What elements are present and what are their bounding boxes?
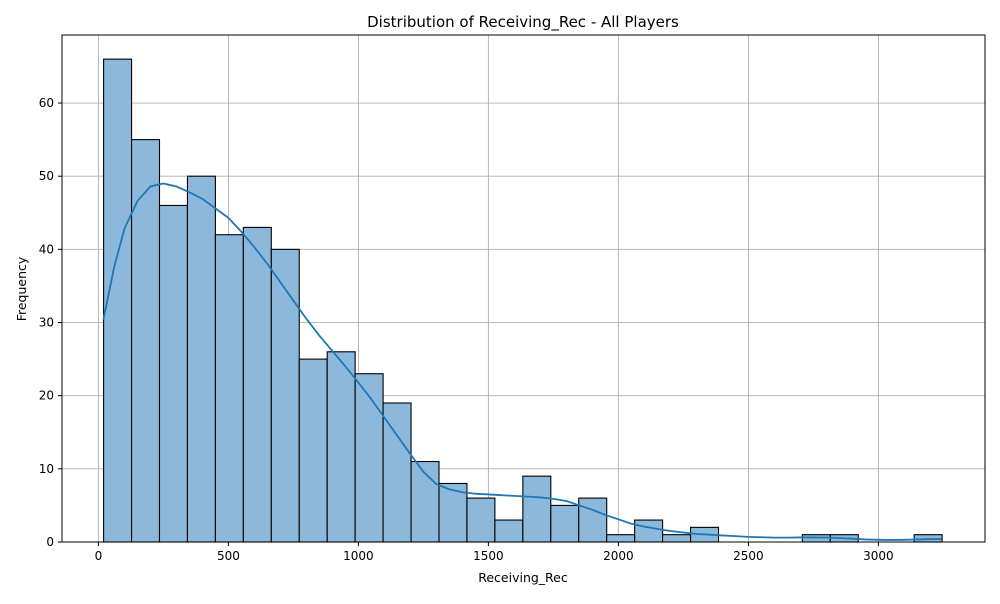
tick-labels: 0 500 1000 1500 2000 2500 3000 0 10 20 30 40 50 60 [39,96,894,563]
kde-curve [102,182,942,541]
histogram-bar [326,351,356,543]
x-tick-label: 2500 [733,549,764,563]
histogram-bar [242,226,272,543]
y-tick-label: 30 [39,316,54,330]
x-tick-label: 0 [95,549,103,563]
y-tick-label: 10 [39,462,54,476]
x-tick-label: 2000 [603,549,634,563]
histogram-bars [103,58,943,543]
histogram-bar [354,373,384,543]
histogram-bar [494,519,524,543]
x-tick-label: 3000 [863,549,894,563]
histogram-bar [522,475,552,543]
plot-frame [61,34,986,543]
y-tick-label: 50 [39,169,54,183]
axes [61,34,986,543]
histogram-bar [382,402,412,543]
x-axis-label: Receiving_Rec [478,570,568,585]
chart-title: Distribution of Receiving_Rec - All Play… [367,13,679,32]
histogram-bar [158,204,189,543]
kde-line [102,182,942,541]
histogram-bar [214,234,244,543]
x-tick-label: 1000 [343,549,374,563]
y-tick-label: 0 [46,535,54,549]
x-tick-label: 500 [217,549,240,563]
histogram-bar [578,497,608,543]
y-tick-label: 20 [39,389,54,403]
histogram-bar [131,139,161,543]
histogram-bar [606,534,636,543]
histogram-bar [466,497,496,543]
histogram-bar [186,175,216,543]
histogram-bar [298,358,328,543]
x-tick-label: 1500 [473,549,504,563]
histogram-bar [662,534,692,543]
histogram-bar [634,519,664,543]
y-tick-label: 60 [39,96,54,110]
y-axis-label: Frequency [14,256,29,321]
histogram-bar [550,504,580,543]
y-tick-label: 40 [39,242,54,256]
histogram-bar [270,248,300,543]
